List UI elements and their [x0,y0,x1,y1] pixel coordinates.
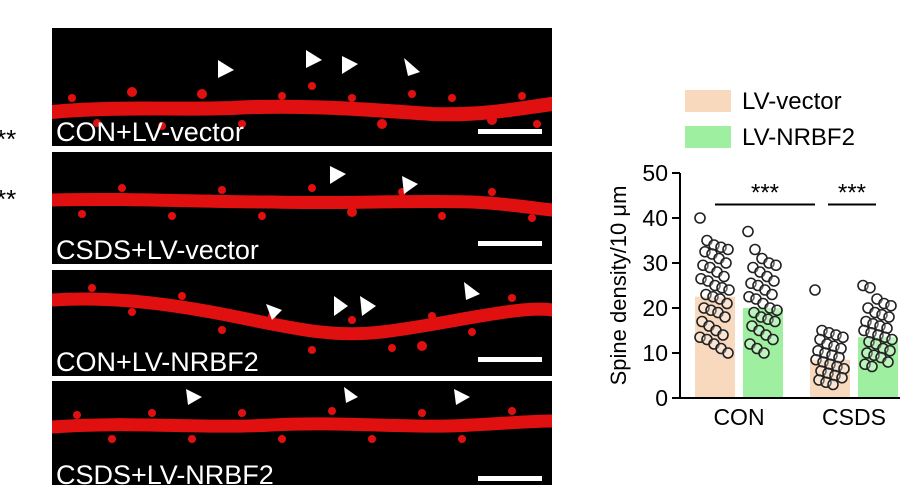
data-point [717,329,729,341]
micrograph-panel-con-lv-vector: CON+LV-vector [52,28,552,146]
y-tick-label: 40 [642,205,668,231]
significance-label: *** [838,180,866,207]
significance-mark-2: ** [0,184,17,214]
micrograph-panel-csds-lv-nrbf2: CSDS+LV-NRBF2 [52,381,552,485]
data-point [827,378,839,391]
data-point [771,304,783,317]
y-axis-label: Spine density/10 μm [606,186,631,386]
data-point [866,360,878,373]
data-point [836,371,848,384]
data-point [722,347,734,359]
dendrite-image [52,282,552,354]
panel-label: CSDS+LV-NRBF2 [56,460,274,485]
legend-swatch [685,126,731,148]
data-point [886,333,898,346]
data-point [837,331,849,344]
dendrite-image [52,166,552,222]
scale-bar [478,476,542,481]
data-point [882,356,894,368]
data-point [769,315,781,328]
data-point [742,225,754,238]
data-point [883,311,895,323]
legend-label: LV-vector [742,88,842,115]
x-tick-label: CSDS [822,404,886,430]
panel-label: CON+LV-NRBF2 [56,347,259,376]
significance-mark-1: ** [0,124,17,154]
data-point [749,243,761,256]
spine-density-chart: LV-vector LV-NRBF2 CON CSDS 0 10 20 30 40 50 Spine… [606,88,900,430]
legend-label: LV-NRBF2 [742,124,855,151]
data-point [885,299,897,312]
data-point [718,270,730,283]
data-point [722,243,734,256]
scale-bar [478,129,542,134]
data-point [721,297,733,310]
legend-swatch [685,90,731,112]
scale-bar [478,357,542,362]
data-point [694,212,706,224]
y-tick-label: 0 [655,385,668,411]
dendrite-image [52,50,552,130]
data-point [768,275,780,287]
y-tick-label: 50 [642,160,668,186]
data-point [723,284,735,296]
data-point [766,288,778,301]
data-point [809,284,821,296]
bar [743,308,783,398]
y-tick-label: 30 [642,250,668,276]
data-point [864,281,876,294]
data-point [719,311,731,323]
data-point [758,347,770,359]
significance-label: *** [751,180,779,207]
x-tick-label: CON [713,404,764,430]
panel-label: CSDS+LV-vector [56,235,259,264]
micrograph-panel-csds-lv-vector: CSDS+LV-vector [52,152,552,264]
y-tick-label: 10 [642,340,668,366]
scale-bar [478,241,542,246]
dendrite-image [52,387,552,443]
panel-label: CON+LV-vector [56,117,244,146]
data-point [884,344,896,357]
data-point [767,333,779,346]
y-tick-label: 20 [642,295,668,321]
micrograph-panel-con-lv-nrbf2: CON+LV-NRBF2 [52,270,552,376]
data-point [720,257,732,269]
data-point [770,259,782,272]
